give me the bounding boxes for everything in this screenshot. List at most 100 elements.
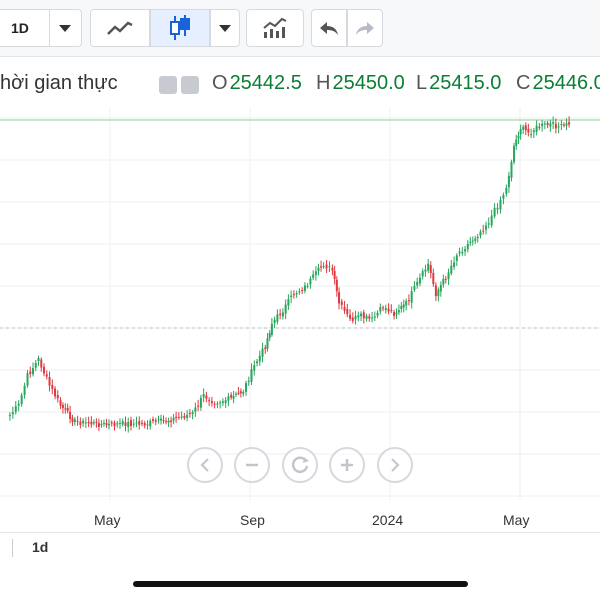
candle-body: [118, 423, 121, 425]
candle-body: [146, 424, 149, 426]
candle-body: [469, 241, 472, 243]
candle-body: [535, 125, 538, 132]
candle-body: [466, 243, 469, 250]
candle-body: [186, 414, 189, 418]
candle-body: [105, 423, 108, 426]
price-chart[interactable]: [0, 108, 600, 508]
candle-body: [450, 265, 453, 274]
undo-icon: [320, 22, 338, 35]
candle-body: [20, 395, 23, 405]
candle-body: [113, 422, 116, 427]
candle-body: [517, 136, 520, 139]
candle-body: [216, 403, 219, 405]
candle-body: [26, 373, 29, 386]
chart-legend: hời gian thực O 25442.5 H 25450.0 L 25415.0…: [0, 62, 600, 108]
zoom-in-button[interactable]: [329, 447, 365, 483]
chevron-left-icon: [200, 458, 209, 472]
interval-selector[interactable]: 1D: [0, 9, 82, 47]
candle-body: [152, 419, 155, 421]
candle-body: [532, 130, 535, 133]
candle-body: [219, 402, 222, 404]
candle-body: [124, 422, 127, 426]
candle-body: [479, 231, 482, 236]
candle-body: [149, 420, 152, 427]
candle-body: [387, 308, 390, 312]
candle-body: [549, 123, 552, 127]
candle-body: [292, 294, 295, 296]
candle-body: [51, 385, 54, 389]
close-value: C 25446.0: [516, 72, 600, 94]
candle-body: [530, 134, 533, 136]
candle-body: [301, 289, 304, 291]
candle-body: [205, 395, 208, 399]
candle-body: [132, 423, 135, 425]
candle-body: [162, 420, 165, 422]
candle-body: [154, 420, 157, 422]
candle-body: [129, 420, 132, 427]
candle-body: [191, 412, 194, 415]
candle-body: [170, 420, 173, 423]
candle-body: [522, 126, 525, 130]
candle-body: [560, 124, 563, 126]
candle-body: [245, 382, 248, 392]
candle-body: [487, 223, 490, 225]
candle-body: [202, 394, 205, 398]
indicators-button[interactable]: [246, 9, 304, 47]
candle-body: [247, 380, 250, 382]
chevron-down-icon[interactable]: [59, 25, 71, 32]
candle-body: [256, 361, 259, 364]
chevron-right-icon: [391, 458, 400, 472]
candle-body: [165, 421, 168, 423]
candle-body: [360, 313, 363, 317]
candle-body: [208, 399, 211, 401]
candle-body: [116, 423, 119, 425]
candle-body: [306, 285, 309, 287]
candle-body: [37, 358, 40, 362]
low-value: L 25415.0: [416, 72, 502, 94]
candle-body: [167, 420, 170, 423]
chart-type-dropdown[interactable]: [210, 9, 240, 47]
candle-body: [400, 306, 403, 309]
candle-body: [554, 123, 557, 129]
scroll-right-button[interactable]: [377, 447, 413, 483]
candle-body: [331, 267, 334, 271]
settings-icon[interactable]: [181, 76, 199, 94]
candle-body: [362, 312, 365, 319]
candle-body: [393, 312, 396, 316]
candle-body: [427, 263, 430, 271]
candle-body: [253, 365, 256, 371]
candle-body: [461, 252, 464, 254]
interval-label: 1D: [11, 20, 29, 36]
candle-body: [290, 295, 293, 298]
candle-body: [261, 348, 264, 357]
candle-body: [434, 285, 437, 297]
undo-button[interactable]: [311, 9, 347, 47]
zoom-out-button[interactable]: [234, 447, 270, 483]
candle-body: [397, 310, 400, 313]
candle-body: [172, 417, 175, 421]
candle-body: [524, 125, 527, 131]
scroll-left-button[interactable]: [187, 447, 223, 483]
reset-button[interactable]: [282, 447, 318, 483]
candle-body: [235, 393, 237, 395]
candle-body: [453, 262, 456, 268]
candle-body: [56, 395, 59, 399]
candle-body: [97, 423, 100, 427]
redo-button[interactable]: [347, 9, 383, 47]
candle-body: [32, 368, 35, 375]
indicators-icon: [263, 17, 287, 38]
candle-body: [287, 298, 290, 306]
eye-icon[interactable]: [159, 76, 177, 94]
candle-body: [317, 267, 320, 272]
candle-body: [180, 416, 183, 418]
candle-body: [107, 423, 110, 426]
candle-body: [519, 129, 522, 135]
candlestick-button[interactable]: [150, 9, 210, 47]
candle-body: [43, 366, 46, 374]
candle-body: [557, 126, 560, 128]
line-chart-button[interactable]: [90, 9, 150, 47]
chart-toolbar: 1D: [0, 0, 600, 57]
candle-body: [565, 123, 568, 126]
range-1d-button[interactable]: 1d: [32, 539, 49, 555]
candle-body: [64, 408, 67, 410]
